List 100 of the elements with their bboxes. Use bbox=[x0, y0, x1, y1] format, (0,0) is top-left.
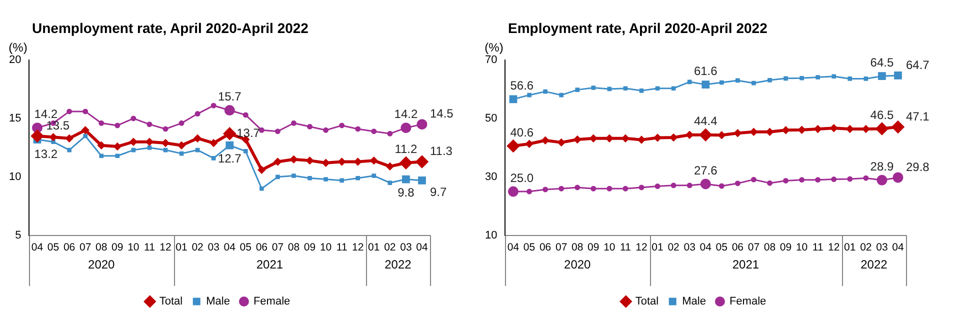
point bbox=[340, 178, 344, 183]
x-tick-label: 09 bbox=[588, 242, 600, 254]
point bbox=[50, 134, 57, 141]
point bbox=[83, 134, 88, 138]
data-label: 44.4 bbox=[694, 114, 718, 128]
point bbox=[752, 80, 756, 86]
legend-label: Female bbox=[729, 296, 766, 308]
x-tick-label: 04 bbox=[224, 242, 236, 254]
x-tick-label: 04 bbox=[892, 242, 904, 254]
y-tick-label: 50 bbox=[484, 112, 498, 124]
point bbox=[372, 174, 376, 178]
point bbox=[830, 124, 838, 132]
data-label: 25.0 bbox=[510, 170, 534, 185]
point bbox=[750, 176, 756, 182]
x-tick-label: 10 bbox=[320, 242, 332, 254]
point bbox=[243, 149, 248, 154]
point bbox=[607, 86, 612, 92]
data-label: 56.6 bbox=[510, 78, 534, 92]
x-tick-label: 12 bbox=[160, 242, 172, 254]
y-tick-label: 30 bbox=[484, 170, 498, 183]
point bbox=[782, 126, 790, 134]
point bbox=[687, 80, 692, 84]
text: 2022 bbox=[860, 258, 888, 272]
x-tick-label: 04 bbox=[416, 242, 428, 254]
point bbox=[784, 76, 788, 81]
x-tick-label: 02 bbox=[384, 242, 396, 254]
point bbox=[98, 142, 105, 149]
x-tick-label: 08 bbox=[96, 242, 108, 254]
text: 2021 bbox=[732, 258, 760, 272]
legend-label: Total bbox=[159, 296, 183, 308]
point bbox=[195, 148, 200, 152]
point bbox=[131, 148, 136, 152]
x-tick-label: 05 bbox=[523, 242, 536, 254]
point bbox=[750, 128, 758, 136]
point bbox=[800, 76, 804, 80]
point bbox=[324, 177, 328, 182]
y-tick-label: 70 bbox=[484, 54, 498, 66]
point bbox=[370, 157, 378, 164]
y-tick-label: 5 bbox=[15, 229, 22, 242]
point bbox=[290, 156, 298, 163]
x-tick-label: 05 bbox=[716, 242, 728, 254]
text: 2021 bbox=[256, 258, 284, 272]
point bbox=[654, 134, 662, 142]
point bbox=[146, 138, 153, 146]
point bbox=[798, 126, 806, 134]
y-tick-label: 20 bbox=[8, 54, 22, 66]
text: 2020 bbox=[88, 258, 116, 272]
point bbox=[387, 130, 393, 136]
point bbox=[654, 184, 660, 190]
x-tick-label: 08 bbox=[764, 242, 776, 254]
point bbox=[356, 176, 360, 180]
point bbox=[574, 136, 581, 144]
point bbox=[67, 148, 72, 152]
point bbox=[638, 184, 644, 190]
legend-label: Male bbox=[206, 296, 230, 308]
x-tick-label: 02 bbox=[668, 242, 680, 254]
point bbox=[848, 76, 852, 81]
x-tick-label: 03 bbox=[684, 242, 696, 254]
point bbox=[242, 112, 248, 118]
point bbox=[768, 78, 772, 82]
x-tick-label: 08 bbox=[572, 242, 584, 254]
point bbox=[339, 122, 345, 128]
point bbox=[575, 88, 580, 92]
data-label: 13.7 bbox=[236, 126, 260, 140]
data-label: 14.2 bbox=[394, 107, 418, 122]
x-tick-label: 12 bbox=[828, 242, 840, 254]
point bbox=[51, 140, 56, 144]
point bbox=[639, 88, 644, 93]
point bbox=[163, 148, 168, 152]
y-tick-label: 15 bbox=[8, 112, 22, 124]
y-tick-label: 10 bbox=[8, 170, 22, 183]
data-label: 61.6 bbox=[694, 64, 718, 78]
point bbox=[815, 177, 821, 183]
point bbox=[670, 182, 676, 188]
point bbox=[308, 176, 312, 180]
point bbox=[162, 126, 168, 132]
point bbox=[338, 158, 346, 166]
point bbox=[355, 126, 361, 132]
point bbox=[542, 186, 548, 192]
x-tick-label: 10 bbox=[604, 242, 616, 254]
data-label: 29.8 bbox=[906, 160, 930, 174]
text: 2022 bbox=[384, 258, 412, 272]
x-tick-label: 03 bbox=[208, 242, 220, 254]
x-tick-label: 01 bbox=[176, 242, 188, 254]
x-tick-label: 10 bbox=[128, 242, 140, 254]
data-label: 9.7 bbox=[430, 184, 447, 199]
point bbox=[276, 174, 280, 180]
point bbox=[832, 74, 836, 79]
point bbox=[99, 154, 104, 158]
x-tick-label: 07 bbox=[80, 242, 92, 254]
point bbox=[671, 86, 676, 91]
point bbox=[66, 108, 72, 114]
x-tick-label: 04 bbox=[700, 242, 712, 254]
x-tick-label: 02 bbox=[192, 242, 204, 254]
point bbox=[179, 151, 184, 156]
data-label: 40.6 bbox=[510, 125, 534, 140]
point bbox=[162, 140, 169, 147]
point bbox=[606, 134, 613, 142]
point bbox=[718, 183, 724, 189]
x-tick-label: 11 bbox=[620, 242, 632, 254]
